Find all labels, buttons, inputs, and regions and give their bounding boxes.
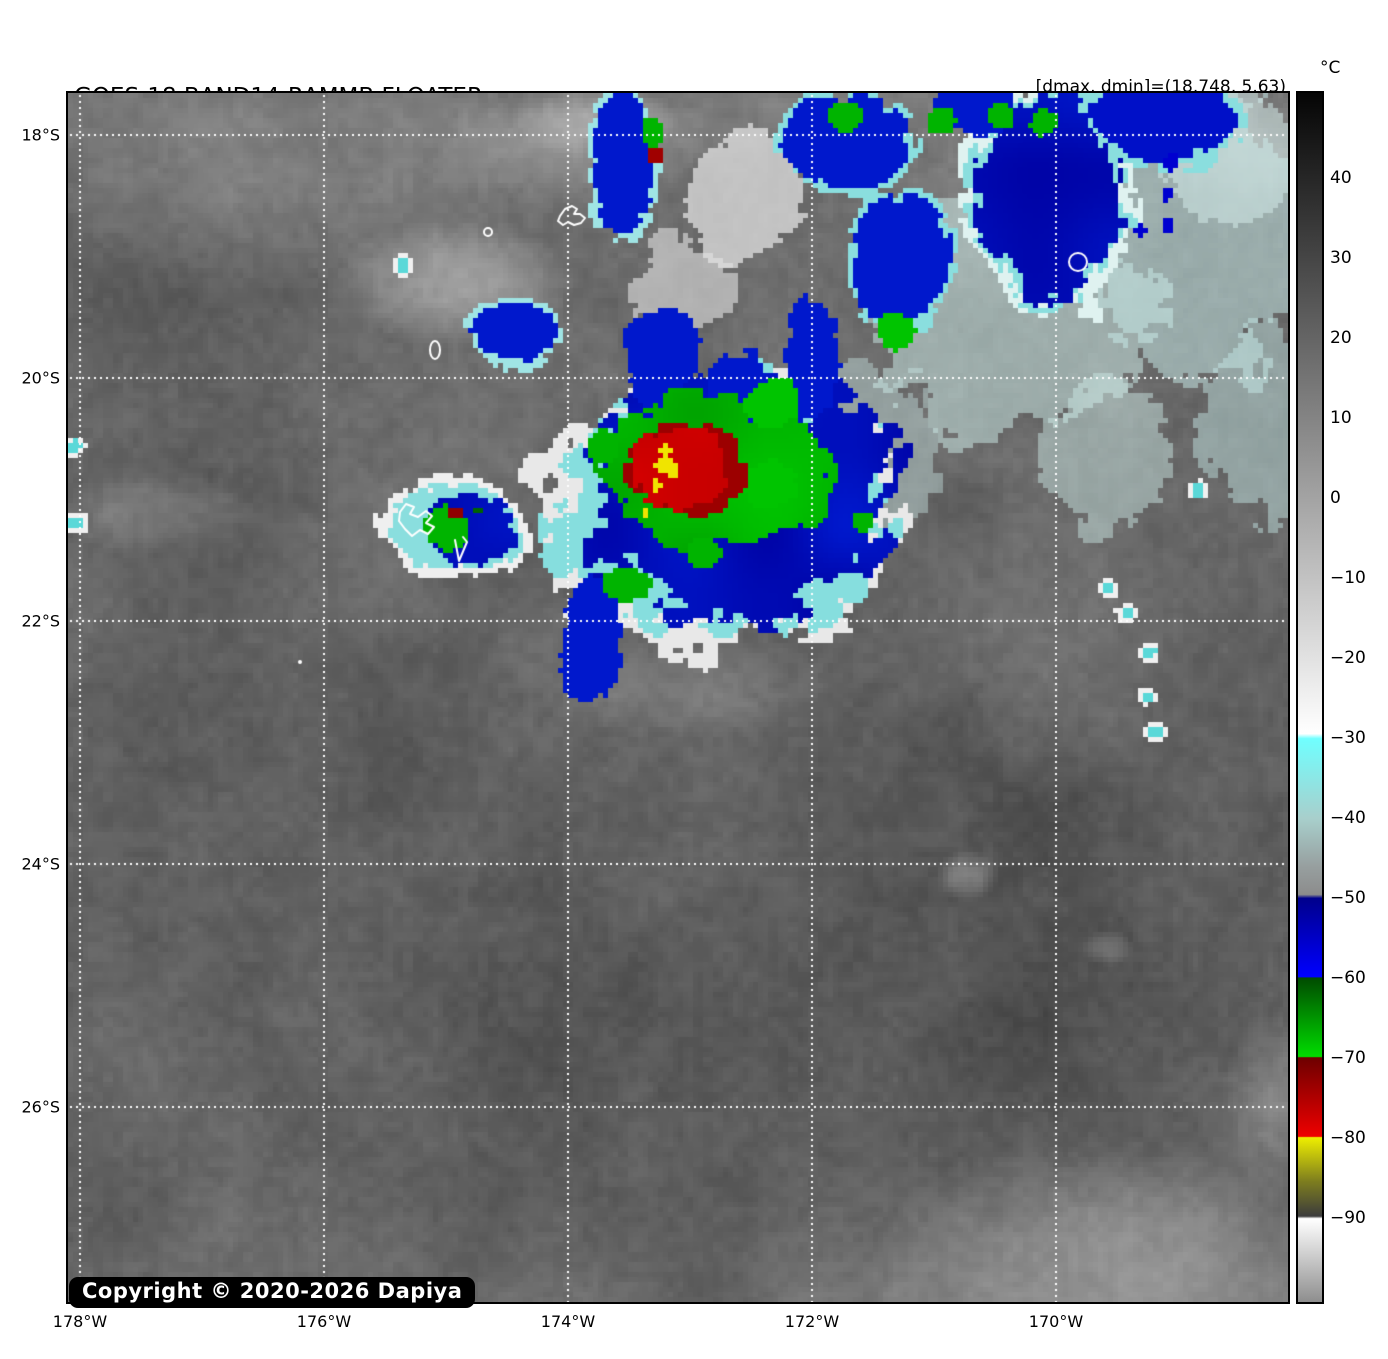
colorbar-tick-label: 30 xyxy=(1330,248,1352,269)
lat-tick-label: 22°S xyxy=(21,611,60,631)
satellite-image-canvas xyxy=(68,93,1288,1302)
lat-tick-label: 20°S xyxy=(21,368,60,388)
colorbar-tick-label: −60 xyxy=(1330,967,1366,988)
lat-tick-label: 24°S xyxy=(21,854,60,874)
lon-tick-label: 178°W xyxy=(52,1312,108,1331)
colorbar-tick-label: 40 xyxy=(1330,167,1352,188)
lon-tick-label: 170°W xyxy=(1028,1312,1084,1331)
colorbar-tick-label: −10 xyxy=(1330,568,1366,589)
lon-tick-label: 174°W xyxy=(540,1312,596,1331)
copyright-badge: Copyright © 2020-2026 Dapiya xyxy=(69,1277,476,1308)
colorbar-tick-label: −80 xyxy=(1330,1128,1366,1149)
colorbar-tick-label: −40 xyxy=(1330,808,1366,829)
satellite-map: Copyright © 2020-2026 Dapiya xyxy=(66,91,1290,1308)
colorbar-tick-label: −20 xyxy=(1330,648,1366,669)
colorbar-unit-label: °C xyxy=(1320,58,1341,78)
colorbar-tick-label: −90 xyxy=(1330,1207,1366,1228)
colorbar-tick-label: −50 xyxy=(1330,888,1366,909)
colorbar-tick-label: −70 xyxy=(1330,1048,1366,1069)
colorbar-tick-label: 10 xyxy=(1330,407,1352,428)
lat-tick-label: 18°S xyxy=(21,125,60,145)
colorbar-tick-label: 20 xyxy=(1330,327,1352,348)
temperature-colorbar xyxy=(1296,91,1324,1304)
lon-tick-label: 172°W xyxy=(784,1312,840,1331)
lon-tick-label: 176°W xyxy=(296,1312,352,1331)
lat-tick-label: 26°S xyxy=(21,1097,60,1117)
colorbar-tick-label: 0 xyxy=(1330,488,1341,508)
colorbar-tick-label: −30 xyxy=(1330,728,1366,748)
